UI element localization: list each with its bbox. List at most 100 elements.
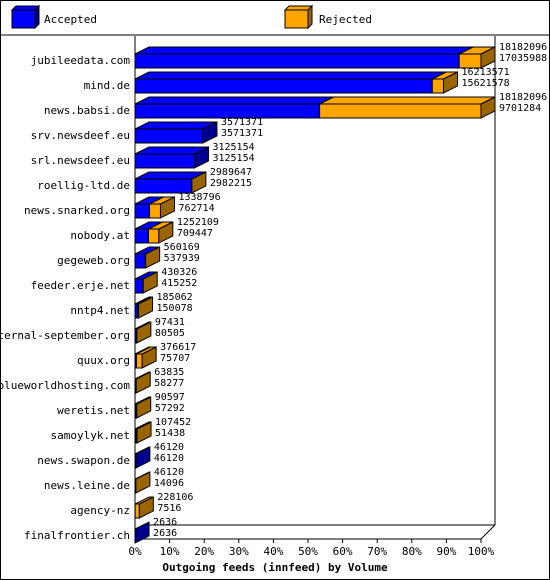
x-tick-label: 40%	[263, 545, 283, 558]
bar-rejected-side	[142, 271, 158, 294]
category-label: mind.de	[84, 79, 130, 92]
value-label-total: 1338796	[178, 192, 220, 203]
bar-accepted-front	[134, 203, 151, 219]
value-label-total: 2636	[153, 517, 177, 528]
bar-rejected-side	[141, 346, 157, 369]
category-label: weretis.net	[57, 404, 130, 417]
category-label: roellig-ltd.de	[37, 179, 130, 192]
bar-accepted-side	[134, 521, 150, 544]
bar-accepted-side	[193, 146, 209, 169]
category-label: srl.newsdeef.eu	[31, 154, 130, 167]
category-label: news.leine.de	[44, 479, 130, 492]
value-label-accepted: 2636	[153, 528, 177, 539]
value-label-total: 107452	[155, 417, 191, 428]
value-label-total: 560169	[164, 242, 200, 253]
bar-rejected-side	[480, 46, 496, 69]
value-label-total: 18182096	[499, 42, 547, 53]
bar-rejected-front	[134, 503, 140, 519]
x-tick-label: 90%	[436, 545, 456, 558]
value-label-accepted: 762714	[178, 203, 214, 214]
bar-rejected-side	[158, 221, 174, 244]
category-label: nobody.at	[70, 229, 130, 242]
value-label-accepted: 537939	[164, 253, 200, 264]
category-label: news.snarked.org	[24, 204, 130, 217]
bar-accepted-front	[134, 78, 433, 94]
bar-rejected-side	[191, 171, 207, 194]
bar-rejected-side	[138, 496, 154, 519]
bar-rejected-front	[431, 78, 445, 94]
legend-accepted-side	[34, 4, 40, 30]
bar-accepted-front	[134, 128, 204, 144]
value-label-total: 1252109	[177, 217, 219, 228]
value-label-accepted: 14096	[154, 478, 184, 489]
value-label-total: 97431	[155, 317, 185, 328]
bar-rejected-side	[136, 396, 152, 419]
category-label: feeder.erje.net	[31, 279, 130, 292]
bar-accepted-top	[134, 46, 474, 55]
value-label-accepted: 2982215	[210, 178, 252, 189]
category-label: quux.org	[77, 354, 130, 367]
bar-rejected-front	[148, 228, 160, 244]
plot-area: 0% 10% 20% 30% 40% 50% 60% 70% 80% 90% 100% jubilee…	[0, 36, 547, 558]
value-label-total: 18182096	[499, 92, 547, 103]
x-tick-label: 0%	[128, 545, 142, 558]
category-label: srv.newsdeef.eu	[31, 129, 130, 142]
x-tick-label: 30%	[229, 545, 249, 558]
category-label: agency-nz	[70, 504, 130, 517]
value-label-accepted: 150078	[157, 303, 193, 314]
x-tick-label: 10%	[160, 545, 180, 558]
value-label-total: 376617	[160, 342, 196, 353]
category-label: news.babsi.de	[44, 104, 130, 117]
value-label-accepted: 57292	[155, 403, 185, 414]
bar-rejected-side	[136, 321, 152, 344]
bar-rejected-side	[145, 246, 161, 269]
category-label: eternal-september.org	[0, 329, 130, 342]
value-label-total: 90597	[155, 392, 185, 403]
value-label-accepted: 9701284	[499, 103, 541, 114]
legend-accepted: Accepted	[10, 4, 97, 30]
value-label-total: 3571371	[221, 117, 263, 128]
bar-rejected-side	[135, 471, 151, 494]
value-label-accepted: 46120	[154, 453, 184, 464]
category-label: blueworldhosting.com	[0, 379, 130, 392]
bar-rejected-front	[458, 53, 482, 69]
value-label-accepted: 75707	[160, 353, 190, 364]
bar-accepted-front	[134, 328, 138, 344]
x-tick-label: 60%	[333, 545, 353, 558]
category-label: gegeweb.org	[57, 254, 130, 267]
legend: Accepted Rejected	[10, 4, 372, 30]
legend-rejected-swatch	[284, 9, 309, 29]
value-label-accepted: 3571371	[221, 128, 263, 139]
bar-rejected-side	[443, 71, 459, 94]
category-label: news.swapon.de	[37, 454, 130, 467]
legend-rejected-label: Rejected	[319, 13, 372, 26]
value-label-total: 2989647	[210, 167, 252, 178]
value-label-accepted: 80505	[155, 328, 185, 339]
category-label: finalfrontier.ch	[24, 529, 130, 542]
bar-rejected-top	[319, 96, 496, 105]
x-tick-label: 100%	[468, 545, 495, 558]
bar-accepted-top	[134, 71, 447, 80]
category-label: jubileedata.com	[31, 54, 131, 67]
value-label-total: 16213571	[462, 67, 510, 78]
value-label-accepted: 7516	[157, 503, 181, 514]
bar-accepted-side	[202, 121, 218, 144]
value-label-total: 63835	[154, 367, 184, 378]
x-tick-label: 80%	[402, 545, 422, 558]
bar-rejected-side	[138, 296, 154, 319]
axis-depth-right	[480, 524, 496, 540]
bar-rejected-side	[135, 371, 151, 394]
x-tick-label: 70%	[367, 545, 387, 558]
bar-rejected-side	[480, 96, 496, 119]
value-label-total: 228106	[157, 492, 193, 503]
value-label-accepted: 3125154	[212, 153, 254, 164]
x-tick-label: 50%	[298, 545, 318, 558]
value-label-accepted: 58277	[154, 378, 184, 389]
bar-rejected-front	[149, 203, 161, 219]
bar-accepted-front	[134, 103, 321, 119]
legend-rejected: Rejected	[283, 4, 372, 30]
bar-rejected-front	[319, 103, 482, 119]
value-label-accepted: 51438	[155, 428, 185, 439]
bar-accepted-front	[134, 178, 193, 194]
